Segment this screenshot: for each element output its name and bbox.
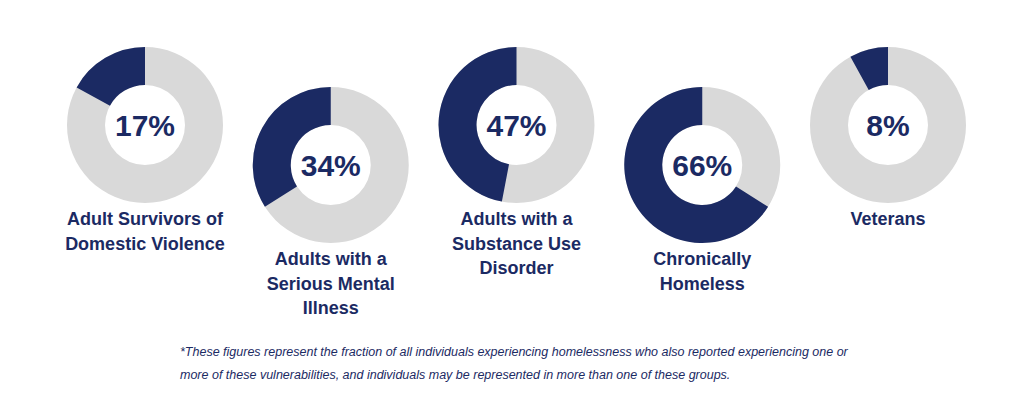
category-label-line: Homeless xyxy=(660,274,745,294)
footnote-line: *These figures represent the fraction of… xyxy=(180,345,849,359)
category-label-line: Serious Mental xyxy=(267,274,395,294)
donut xyxy=(253,87,409,243)
donut-track xyxy=(624,87,780,243)
category-label-line: Illness xyxy=(303,298,359,318)
chart: 17% Adult Survivors of Domestic Violence 34… xyxy=(0,0,1024,410)
category-label: Chronically Homeless xyxy=(653,249,751,294)
category-label-line: Chronically xyxy=(653,249,751,269)
category-label: Veterans xyxy=(850,209,925,229)
donut-track xyxy=(253,87,409,243)
data-label: 17% xyxy=(115,109,175,142)
data-label: 66% xyxy=(672,149,732,182)
data-label: 34% xyxy=(301,149,361,182)
donut-segment xyxy=(850,47,888,90)
category-label-line: Adults with a xyxy=(275,249,388,269)
category-label-line: Substance Use xyxy=(452,234,581,254)
donut xyxy=(67,47,223,203)
data-label: 47% xyxy=(486,109,546,142)
marks xyxy=(67,47,966,243)
donut-segment xyxy=(624,87,768,243)
donut-track xyxy=(810,47,966,203)
donut-segment xyxy=(77,47,145,106)
footnote-line: more of these vulnerabilities, and indiv… xyxy=(180,368,730,382)
category-label-line: Adults with a xyxy=(461,209,574,229)
category-label-line: Adult Survivors of xyxy=(67,209,224,229)
texts: 17% Adult Survivors of Domestic Violence 34… xyxy=(65,109,925,382)
donut-track xyxy=(439,47,595,203)
category-label: Adults with a Substance Use Disorder xyxy=(452,209,581,278)
donut-track xyxy=(67,47,223,203)
category-label: Adults with a Serious Mental Illness xyxy=(267,249,395,318)
category-label-line: Veterans xyxy=(850,209,925,229)
category-label-line: Domestic Violence xyxy=(65,234,225,254)
donut xyxy=(810,47,966,203)
donut xyxy=(439,47,595,203)
category-label: Adult Survivors of Domestic Violence xyxy=(65,209,225,254)
donut-segment xyxy=(253,87,331,207)
footnote: *These figures represent the fraction of… xyxy=(180,345,849,382)
donut xyxy=(624,87,780,243)
category-label-line: Disorder xyxy=(479,258,553,278)
data-label: 8% xyxy=(866,109,909,142)
